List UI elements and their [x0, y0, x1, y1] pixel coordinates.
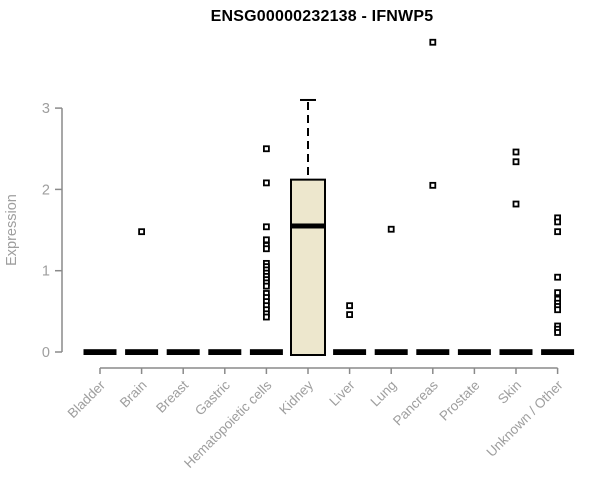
x-tick-label: Pancreas — [390, 377, 441, 428]
x-tick-label: Lung — [367, 378, 399, 410]
outlier-point — [262, 245, 270, 253]
outlier-point — [554, 218, 561, 226]
outlier-point — [262, 236, 270, 244]
boxplot-collapsed — [83, 349, 117, 355]
y-tick-label: 0 — [42, 345, 50, 361]
outlier-point — [387, 225, 395, 233]
x-tick-label: Breast — [153, 377, 191, 415]
y-tick-label: 3 — [42, 101, 50, 117]
x-tick-label: Gastric — [192, 377, 233, 418]
outlier-point — [554, 273, 561, 281]
y-tick-label: 1 — [42, 264, 50, 280]
outlier-point — [554, 289, 561, 297]
outlier-point — [512, 200, 520, 208]
outlier-point — [512, 158, 520, 166]
outlier-point — [262, 282, 270, 290]
outlier-point — [138, 228, 146, 236]
outlier-point — [554, 228, 561, 236]
chart-title: ENSG00000232138 - IFNWP5 — [210, 8, 434, 25]
boxplot-collapsed — [416, 349, 450, 355]
outlier-point — [262, 313, 270, 321]
boxplot-collapsed — [457, 349, 491, 355]
outlier-point — [554, 329, 561, 336]
outlier-point — [262, 179, 270, 187]
boxplot-collapsed — [249, 349, 283, 355]
outlier-point — [512, 148, 520, 156]
boxplot-collapsed — [208, 349, 242, 355]
boxplot-box — [290, 178, 326, 356]
x-tick-label: Brain — [117, 378, 150, 411]
x-tick-label: Unknown / Other — [483, 377, 566, 460]
boxplot-collapsed — [374, 349, 408, 355]
y-tick-label: 2 — [42, 182, 50, 198]
x-tick-label: Liver — [326, 377, 358, 409]
boxplot-collapsed — [333, 349, 367, 355]
outlier-point — [429, 181, 437, 189]
x-tick-label: Bladder — [65, 377, 109, 421]
outlier-point — [554, 306, 561, 314]
boxplot-median — [291, 223, 325, 229]
boxplot-collapsed — [166, 349, 200, 355]
outlier-point — [262, 145, 270, 153]
x-tick-label: Kidney — [276, 377, 316, 417]
outlier-point — [262, 223, 270, 231]
outlier-point — [346, 302, 354, 310]
outlier-point — [429, 38, 437, 46]
x-tick-label: Skin — [495, 378, 524, 407]
y-axis-title: Expression — [4, 194, 20, 266]
x-tick-label: Prostate — [436, 378, 482, 424]
outlier-point — [346, 311, 354, 319]
boxplot-collapsed — [125, 349, 159, 355]
boxplot-collapsed — [541, 349, 575, 355]
boxplot-collapsed — [499, 349, 533, 355]
